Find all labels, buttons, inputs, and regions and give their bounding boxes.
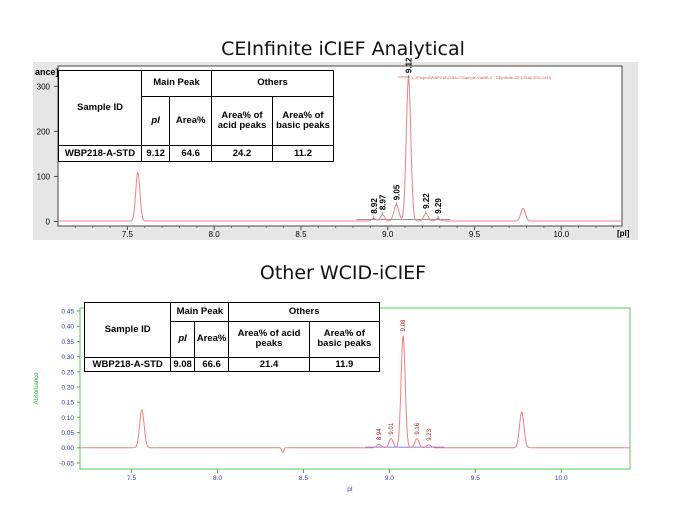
cell-pi: 9.12 — [140, 145, 171, 162]
header-main-peak: Main Peak — [170, 302, 230, 322]
x-tick-label: 8.5 — [299, 475, 308, 482]
cell-basic: 11.9 — [308, 357, 381, 372]
y-tick-label: 0.00 — [61, 445, 74, 452]
y-tick-label: 200 — [37, 127, 51, 136]
x-tick-label: 8.0 — [209, 230, 221, 239]
y-tick-label: 0 — [46, 217, 51, 226]
header-others: Others — [228, 302, 380, 322]
peak-label: 9.23 — [427, 428, 433, 440]
chart-title-top: CEInfinite iCIEF Analytical — [221, 38, 465, 60]
peak-label: 8.94 — [377, 428, 383, 440]
header-sample-id: Sample ID — [83, 302, 172, 358]
y-tick-label: 0.25 — [61, 369, 74, 376]
results-table-top: Sample ID Main Peak Others pI Area% Area… — [58, 70, 334, 162]
header-area: Area% — [193, 320, 230, 359]
x-tick-label: 7.5 — [122, 230, 134, 239]
y-tick-label: 0.45 — [61, 309, 74, 316]
header-basic: Area% of basic peaks — [308, 320, 381, 359]
cell-sample: WBP218-A-STD — [83, 357, 172, 372]
y-tick-label: 0.05 — [61, 430, 74, 437]
peak-label: 9.22 — [422, 193, 431, 209]
cell-area: 66.6 — [193, 357, 230, 372]
x-tick-label: 7.5 — [127, 475, 136, 482]
cell-pi: 9.08 — [170, 357, 195, 372]
series-trace-top — [58, 76, 622, 222]
x-tick-label: 10.0 — [553, 230, 569, 239]
peak-label: 9.01 — [389, 422, 395, 434]
chart-title-bottom: Other WCID-iCIEF — [259, 262, 427, 284]
cell-area: 64.6 — [169, 145, 212, 162]
x-tick-label: 9.0 — [385, 475, 394, 482]
y-tick-label: 0.15 — [61, 400, 74, 407]
series-trace-bottom — [80, 335, 630, 454]
header-sample-id: Sample ID — [58, 70, 142, 146]
y-tick-label: 100 — [37, 172, 51, 181]
peak-label: 8.92 — [370, 198, 379, 214]
legend-entry: C:\Project\WBP218\218A-C\Sample-Vial3B-2… — [412, 75, 552, 80]
x-tick-label: 9.0 — [382, 230, 394, 239]
y-tick-label: 0.40 — [61, 324, 74, 331]
y-axis-label: ance] — [35, 67, 59, 77]
cell-acid: 21.4 — [228, 357, 310, 372]
header-pi: pI — [170, 320, 195, 359]
cell-basic: 11.2 — [272, 145, 334, 162]
header-area: Area% — [169, 95, 212, 147]
header-main-peak: Main Peak — [141, 70, 212, 97]
results-table-bottom: Sample ID Main Peak Others pI Area% Area… — [83, 302, 381, 372]
y-tick-label: 0.10 — [61, 415, 74, 422]
y-tick-label: 0.20 — [61, 384, 74, 391]
y-tick-label: 0.30 — [61, 354, 74, 361]
header-acid: Area% of acid peaks — [211, 95, 273, 147]
cell-acid: 24.2 — [211, 145, 273, 162]
header-pi: pI — [140, 95, 171, 147]
peak-label: 9.29 — [434, 198, 443, 214]
x-axis-label: [pI] — [617, 229, 630, 238]
x-tick-label: 8.5 — [295, 230, 307, 239]
header-others: Others — [211, 70, 334, 97]
y-axis-label: Absorbance — [34, 372, 40, 405]
x-tick-label: 8.0 — [213, 475, 222, 482]
x-axis-label: pI — [347, 486, 353, 493]
header-acid: Area% of acid peaks — [228, 320, 310, 359]
x-tick-label: 9.5 — [471, 475, 480, 482]
header-basic: Area% of basic peaks — [272, 95, 334, 147]
cell-sample: WBP218-A-STD — [58, 145, 142, 162]
peak-label: 9.16 — [415, 422, 421, 434]
y-tick-label: -0.05 — [59, 460, 74, 467]
peak-label: 9.08 — [401, 319, 407, 331]
peak-label: 8.97 — [379, 194, 388, 210]
y-tick-label: 0.35 — [61, 339, 74, 346]
peak-label: 9.12 — [405, 57, 414, 73]
y-tick-label: 300 — [37, 82, 51, 91]
peak-label: 9.05 — [392, 184, 401, 200]
x-tick-label: 10.0 — [555, 475, 568, 482]
x-tick-label: 9.5 — [469, 230, 481, 239]
